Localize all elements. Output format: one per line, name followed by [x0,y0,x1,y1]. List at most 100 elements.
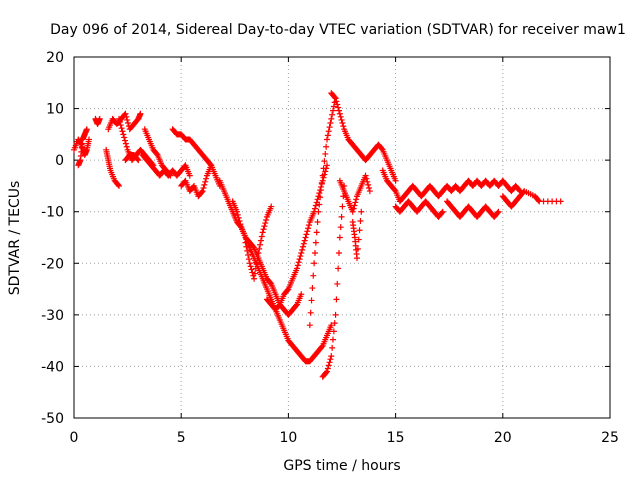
data-point [246,260,253,267]
y-tick-label: -30 [41,308,64,324]
x-tick-label: 20 [494,430,512,446]
data-point [257,237,264,244]
data-point [334,280,341,287]
data-point [235,214,242,221]
data-point [236,217,243,224]
data-point [332,95,339,102]
data-point [323,369,330,376]
data-point [329,336,336,343]
data-point [118,125,125,132]
data-point [116,182,123,189]
data-point [237,221,244,228]
data-point [333,296,340,303]
data-point [331,320,338,327]
data-point [167,172,174,179]
data-point [134,156,141,163]
series-track-7 [122,151,142,164]
data-point [358,208,365,215]
x-axis-label: GPS time / hours [283,458,400,474]
data-point [258,233,265,240]
data-point [259,229,266,236]
data-point [117,122,124,129]
data-point [303,231,310,238]
data-point [357,217,364,224]
data-point [208,162,215,169]
x-tick-label: 0 [70,430,79,446]
series-track-23 [444,198,502,220]
data-point [327,120,334,127]
data-point [323,368,330,375]
data-point [305,222,312,229]
data-point [295,259,302,266]
data-point [318,343,325,350]
data-point [311,260,318,267]
data-point [391,187,398,194]
data-point [438,209,445,216]
data-point [495,208,502,215]
data-point [340,123,347,130]
data-point [299,246,306,253]
data-point [335,249,342,256]
y-tick-label: 20 [46,50,64,66]
chart-title: Day 096 of 2014, Sidereal Day-to-day VTE… [50,22,626,38]
data-point [326,359,333,366]
data-point [135,157,142,164]
data-point [366,188,373,195]
data-point [86,136,93,143]
data-point [123,113,130,120]
data-point [297,253,304,260]
series-track-16 [306,95,339,329]
data-point [331,94,338,101]
x-tick-label: 25 [601,430,619,446]
series-track-17 [319,182,348,380]
y-tick-label: -40 [41,359,64,375]
data-point [310,272,317,279]
data-point [306,322,313,329]
data-point [494,209,501,216]
data-point [124,116,131,123]
data-point [243,243,250,250]
data-point [307,309,314,316]
data-point [250,243,257,250]
data-point [263,216,270,223]
series-track-18 [328,90,399,184]
data-point [262,220,269,227]
y-tick-label: -50 [41,411,64,427]
series-track-2 [75,126,90,169]
series-track-4 [92,115,103,128]
data-point [298,291,305,298]
data-point [293,265,300,272]
data-point [316,190,323,197]
data-point [356,227,363,234]
data-point [334,101,341,108]
data-point [299,243,306,250]
data-point [96,115,103,122]
data-point [349,208,356,215]
series-track-13 [229,198,335,365]
data-point [305,225,312,232]
data-point [324,132,331,139]
data-point [121,134,128,141]
data-point [323,162,330,169]
data-point [327,356,334,363]
data-point [363,175,370,182]
data-point [256,245,263,252]
data-point [309,285,316,292]
data-point [251,275,258,282]
data-point [378,145,385,152]
data-point [83,126,90,133]
data-point [328,322,335,329]
grid-lines [74,57,610,418]
data-point [125,120,132,127]
data-point [364,178,371,185]
data-point [313,229,320,236]
axis-ticks: 0 5 10 15 20 25 -50 -40 -30 -20 -10 0 10 20 [41,50,619,446]
data-point [248,266,255,273]
data-point [336,234,343,241]
data-point [247,263,254,270]
data-point [354,255,361,262]
data-point [365,181,372,188]
data-point [329,111,336,118]
data-point [330,103,337,110]
data-point [333,98,340,105]
